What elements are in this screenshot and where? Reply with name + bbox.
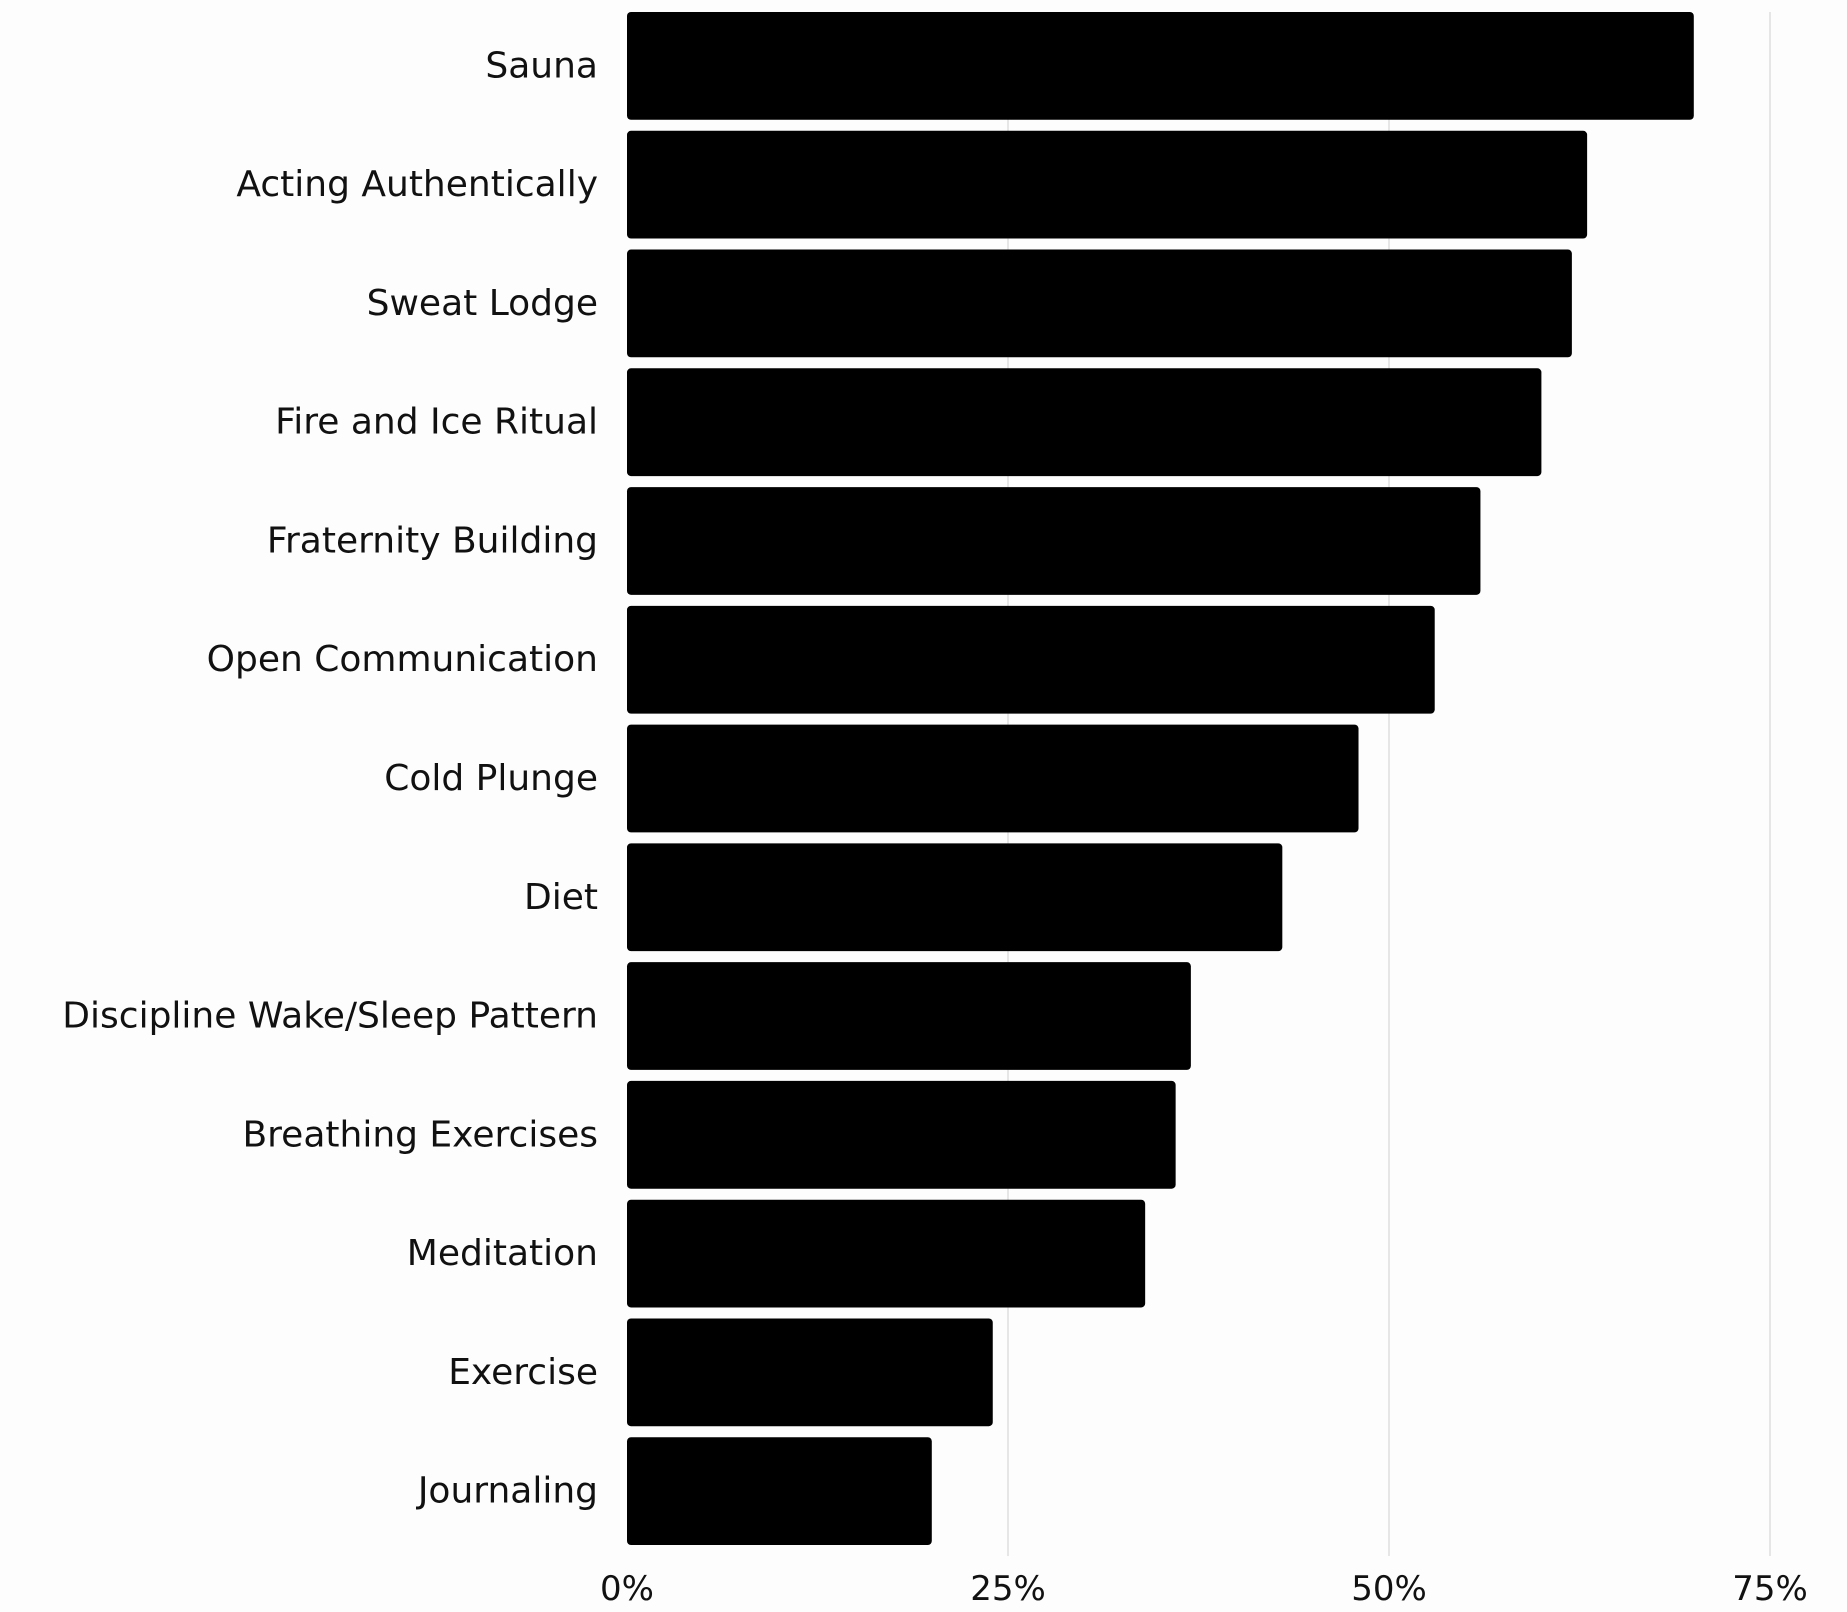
- category-label: Fraternity Building: [267, 520, 598, 561]
- bar-meditation: [627, 1199, 1146, 1308]
- bar-diet: [627, 843, 1283, 952]
- category-label: Diet: [524, 877, 598, 918]
- bar-fraternity-building: [627, 487, 1481, 595]
- category-label: Sauna: [485, 45, 598, 86]
- bar-fire-and-ice-ritual: [627, 368, 1542, 477]
- category-labels: Sauna Acting Authentically Sweat Lodge Fire…: [62, 45, 598, 1511]
- bar-cold-plunge: [627, 724, 1359, 833]
- bar-open-communication: [627, 605, 1435, 714]
- bar-sauna: [627, 12, 1694, 120]
- category-label: Journaling: [416, 1471, 598, 1512]
- bar-exercise: [627, 1318, 993, 1427]
- x-tick-label: 50%: [1351, 1569, 1427, 1609]
- bar-acting-authentically: [627, 130, 1588, 239]
- category-label: Open Communication: [207, 639, 598, 680]
- bars: [627, 12, 1694, 1545]
- category-label: Fire and Ice Ritual: [275, 402, 598, 443]
- x-axis-tick-labels: 0% 25% 50% 75%: [600, 1569, 1808, 1609]
- x-tick-label: 25%: [970, 1569, 1046, 1609]
- category-label: Discipline Wake/Sleep Pattern: [62, 996, 598, 1037]
- x-tick-label: 0%: [600, 1569, 654, 1609]
- bar-journaling: [627, 1437, 932, 1545]
- category-label: Meditation: [407, 1233, 598, 1274]
- category-label: Acting Authentically: [236, 164, 598, 205]
- bar-sweat-lodge: [627, 249, 1572, 358]
- category-label: Exercise: [448, 1352, 598, 1393]
- x-tick-label: 75%: [1732, 1569, 1808, 1609]
- category-label: Cold Plunge: [384, 758, 598, 799]
- category-label: Breathing Exercises: [242, 1114, 598, 1155]
- bar-breathing-exercises: [627, 1080, 1176, 1189]
- category-label: Sweat Lodge: [367, 283, 598, 324]
- bar-discipline-wake-sleep-pattern: [627, 962, 1191, 1070]
